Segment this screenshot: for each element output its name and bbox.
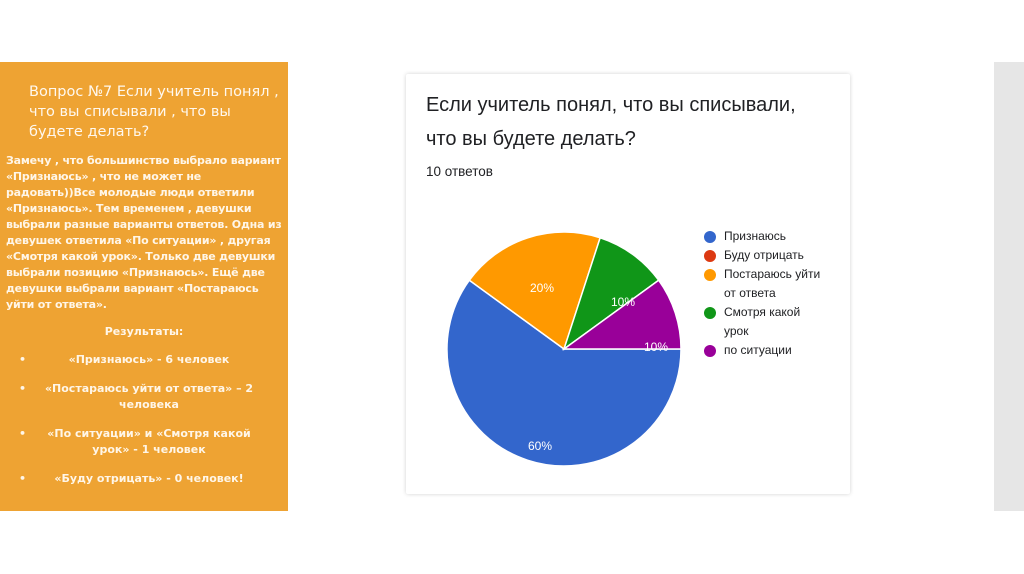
response-count: 10 ответов <box>426 164 493 179</box>
result-text: «Буду отрицать» - 0 человек! <box>54 472 244 485</box>
chart-legend: Признаюсь Буду отрицать Постараюсь уйти … <box>704 227 844 360</box>
result-text: «Признаюсь» - 6 человек <box>68 353 230 366</box>
result-item: • «Буду отрицать» - 0 человек! <box>19 471 269 487</box>
legend-item: Признаюсь <box>704 227 844 246</box>
slide-text-panel: Вопрос №7 Если учитель понял , что вы сп… <box>0 62 288 511</box>
right-edge-bar <box>994 62 1024 511</box>
chart-title: Если учитель понял, что вы списывали, чт… <box>426 94 796 150</box>
result-item: • «По ситуации» и «Смотря какой урок» - … <box>19 426 269 458</box>
legend-item: по ситуации <box>704 341 844 360</box>
results-section: Результаты: • «Признаюсь» - 6 человек • … <box>0 324 288 500</box>
pie-chart: 60% 20% 10% 10% <box>446 231 682 467</box>
slide-title: Вопрос №7 Если учитель понял , что вы сп… <box>29 84 279 140</box>
legend-label: Буду отрицать <box>724 248 804 262</box>
legend-label: по ситуации <box>724 343 792 357</box>
slice-smotrya <box>562 236 660 351</box>
slice-postarayus <box>468 231 602 351</box>
bullet-icon: • <box>19 472 27 485</box>
slide-commentary: Замечу , что большинство выбрало вариант… <box>6 154 282 311</box>
legend-dot-icon <box>704 269 716 281</box>
results-heading: Результаты: <box>104 325 184 338</box>
legend-item: Буду отрицать <box>704 246 844 265</box>
slice-label-20: 20% <box>530 281 554 295</box>
slice-priznayus <box>446 279 682 467</box>
chart-card: Если учитель понял, что вы списывали, чт… <box>406 74 850 494</box>
bullet-icon: • <box>19 427 27 440</box>
legend-label: Признаюсь <box>724 229 787 243</box>
slice-label-60: 60% <box>528 439 552 453</box>
legend-item: Постараюсь уйти от ответа <box>704 265 834 303</box>
bullet-icon: • <box>19 353 27 366</box>
slice-label-10-green: 10% <box>611 295 635 309</box>
legend-item: Смотря какой урок <box>704 303 824 341</box>
legend-dot-icon <box>704 307 716 319</box>
legend-label: Постараюсь уйти от ответа <box>724 267 821 300</box>
legend-dot-icon <box>704 250 716 262</box>
slice-label-10-purple: 10% <box>644 340 668 354</box>
bullet-icon: • <box>19 382 27 395</box>
legend-label: Смотря какой урок <box>724 305 801 338</box>
legend-dot-icon <box>704 345 716 357</box>
result-item: • «Постараюсь уйти от ответа» – 2 челове… <box>19 381 269 413</box>
legend-dot-icon <box>704 231 716 243</box>
result-text: «По ситуации» и «Смотря какой урок» - 1 … <box>47 427 251 456</box>
result-item: • «Признаюсь» - 6 человек <box>19 352 269 368</box>
result-text: «Постараюсь уйти от ответа» – 2 человека <box>44 382 254 411</box>
slice-po-situatsii <box>561 279 682 350</box>
